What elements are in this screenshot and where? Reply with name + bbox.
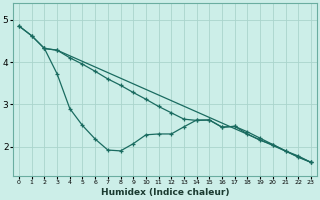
X-axis label: Humidex (Indice chaleur): Humidex (Indice chaleur)	[101, 188, 229, 197]
